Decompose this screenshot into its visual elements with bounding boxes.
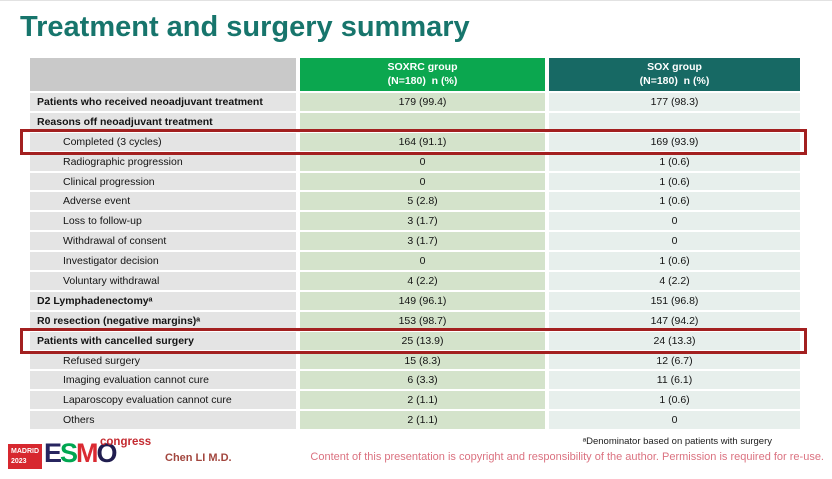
summary-table: SOXRC group (N=180) n (%) SOX group (N=1…: [20, 58, 807, 430]
sox-value-cell: 151 (96.8): [549, 291, 800, 310]
header-sox-line2: (N=180) n (%): [639, 74, 710, 87]
header-sox-line1: SOX group: [647, 60, 702, 73]
sox-value-cell: 1 (0.6): [549, 252, 800, 271]
soxrc-value-cell: 149 (96.1): [300, 291, 545, 310]
header-blank-cell: [30, 58, 296, 91]
soxrc-value-cell: [300, 112, 545, 131]
copyright-notice: Content of this presentation is copyrigh…: [310, 451, 824, 463]
table-row: Investigator decision 0 1 (0.6): [30, 252, 800, 271]
sox-value-cell: 1 (0.6): [549, 152, 800, 171]
page-title: Treatment and surgery summary: [20, 11, 470, 43]
soxrc-value-cell: 179 (99.4): [300, 93, 545, 111]
sox-value-cell: 147 (94.2): [549, 311, 800, 330]
row-label-cell: Adverse event: [30, 192, 296, 211]
soxrc-value-cell: 0: [300, 172, 545, 191]
table-row: R0 resection (negative margins)ᵃ 153 (98.…: [30, 311, 800, 330]
sox-value-cell: 11 (6.1): [549, 371, 800, 390]
table-row: Patients with cancelled surgery 25 (13.9)…: [20, 327, 807, 354]
esmo-letter: E: [44, 438, 62, 468]
soxrc-value-cell: 6 (3.3): [300, 371, 545, 390]
table-row: Refused surgery 15 (8.3) 12 (6.7): [30, 351, 800, 370]
sox-value-cell: 1 (0.6): [549, 391, 800, 410]
table-row: Loss to follow-up 3 (1.7) 0: [30, 212, 800, 231]
table-row: Voluntary withdrawal 4 (2.2) 4 (2.2): [30, 272, 800, 290]
badge-year: 2023: [11, 457, 27, 465]
sox-value-cell: 177 (98.3): [549, 93, 800, 111]
row-label-cell: Radiographic progression: [30, 152, 296, 171]
table-row: Imaging evaluation cannot cure 6 (3.3) 11 …: [30, 371, 800, 390]
row-label-cell: R0 resection (negative margins)ᵃ: [30, 311, 296, 330]
row-label-cell: Voluntary withdrawal: [30, 272, 296, 290]
soxrc-value-cell: 25 (13.9): [300, 331, 545, 350]
table-row: Radiographic progression 0 1 (0.6): [30, 152, 800, 171]
table-body: Patients who received neoadjuvant treatm…: [20, 93, 807, 430]
sox-value-cell: 1 (0.6): [549, 172, 800, 191]
sox-value-cell: 4 (2.2): [549, 272, 800, 290]
soxrc-value-cell: 0: [300, 152, 545, 171]
badge-city: MADRID: [11, 448, 39, 456]
row-label-cell: Withdrawal of consent: [30, 232, 296, 251]
row-label-cell: Completed (3 cycles): [30, 132, 296, 151]
soxrc-value-cell: 15 (8.3): [300, 351, 545, 370]
table-row: Clinical progression 0 1 (0.6): [30, 172, 800, 191]
esmo-letter: M: [76, 438, 98, 468]
row-label-cell: Reasons off neoadjuvant treatment: [30, 112, 296, 131]
table-row: Adverse event 5 (2.8) 1 (0.6): [30, 192, 800, 211]
row-label-cell: D2 Lymphadenectomyᵃ: [30, 291, 296, 310]
sox-value-cell: 0: [549, 411, 800, 430]
row-label-cell: Laparoscopy evaluation cannot cure: [30, 391, 296, 410]
table-footnote: ᵃDenominator based on patients with surg…: [582, 436, 772, 447]
congress-label: congress: [100, 436, 152, 448]
soxrc-value-cell: 4 (2.2): [300, 272, 545, 290]
soxrc-value-cell: 153 (98.7): [300, 311, 545, 330]
table-row: Laparoscopy evaluation cannot cure 2 (1.1…: [30, 391, 800, 410]
row-label-cell: Clinical progression: [30, 172, 296, 191]
row-label-cell: Patients with cancelled surgery: [30, 331, 296, 350]
soxrc-value-cell: 0: [300, 252, 545, 271]
header-sox-group: SOX group (N=180) n (%): [549, 58, 800, 91]
sox-value-cell: 1 (0.6): [549, 192, 800, 211]
esmo-congress-logo: MADRID 2023 ESMO congress: [8, 436, 168, 473]
table-row: D2 Lymphadenectomyᵃ 149 (96.1) 151 (96.8): [30, 291, 800, 310]
table-row: Patients who received neoadjuvant treatm…: [30, 93, 800, 111]
table-row: Completed (3 cycles) 164 (91.1) 169 (93.9): [20, 128, 807, 155]
esmo-letter: S: [60, 438, 78, 468]
presenter-name: Chen LI M.D.: [165, 452, 232, 464]
header-soxrc-line2: (N=180) n (%): [387, 74, 458, 87]
table-row: Others 2 (1.1) 0: [30, 411, 800, 430]
sox-value-cell: 0: [549, 212, 800, 231]
sox-value-cell: 0: [549, 232, 800, 251]
row-label-cell: Others: [30, 411, 296, 430]
table-row: Withdrawal of consent 3 (1.7) 0: [30, 232, 800, 251]
row-label-cell: Imaging evaluation cannot cure: [30, 371, 296, 390]
header-soxrc-group: SOXRC group (N=180) n (%): [300, 58, 545, 91]
row-label-cell: Loss to follow-up: [30, 212, 296, 231]
row-label-cell: Investigator decision: [30, 252, 296, 271]
sox-value-cell: 24 (13.3): [549, 331, 800, 350]
madrid-2023-badge: MADRID 2023: [8, 444, 42, 469]
soxrc-value-cell: 2 (1.1): [300, 391, 545, 410]
header-soxrc-line1: SOXRC group: [387, 60, 458, 73]
sox-value-cell: 12 (6.7): [549, 351, 800, 370]
esmo-letter: O: [96, 438, 118, 468]
soxrc-value-cell: 3 (1.7): [300, 232, 545, 251]
esmo-wordmark: ESMO: [44, 438, 118, 468]
soxrc-value-cell: 3 (1.7): [300, 212, 545, 231]
sox-value-cell: [549, 112, 800, 131]
row-label-cell: Refused surgery: [30, 351, 296, 370]
row-label-cell: Patients who received neoadjuvant treatm…: [30, 93, 296, 111]
soxrc-value-cell: 2 (1.1): [300, 411, 545, 430]
soxrc-value-cell: 5 (2.8): [300, 192, 545, 211]
table-row: Reasons off neoadjuvant treatment: [30, 112, 800, 131]
soxrc-value-cell: 164 (91.1): [300, 132, 545, 151]
sox-value-cell: 169 (93.9): [549, 132, 800, 151]
table-header-row: SOXRC group (N=180) n (%) SOX group (N=1…: [30, 58, 800, 91]
